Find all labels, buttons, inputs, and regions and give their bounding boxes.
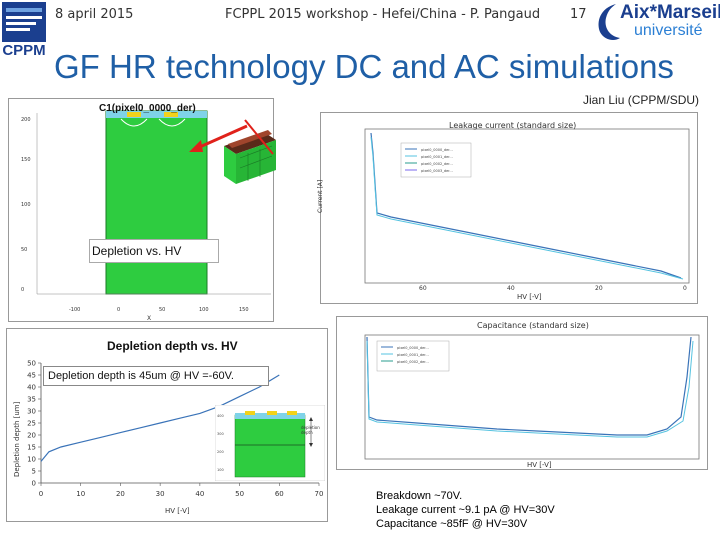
- y-tick-label: 15: [27, 444, 36, 452]
- svg-text:100: 100: [21, 202, 31, 208]
- svg-text:pixel0_0002_der...: pixel0_0002_der...: [397, 360, 429, 364]
- svg-text:-100: -100: [69, 307, 80, 313]
- depletion-ylabel: Depletion depth [um]: [13, 401, 21, 477]
- leakage-plot: pixel0_0000_der... pixel0_0001_der... pi…: [364, 128, 690, 284]
- leakage-xlabel: HV [-V]: [517, 293, 542, 301]
- y-tick-label: 50: [27, 360, 36, 368]
- header-date: 8 april 2015: [55, 7, 134, 22]
- sim-annotation: Depletion vs. HV: [89, 239, 219, 263]
- leakage-xtick-3: 0: [683, 285, 687, 292]
- leakage-title: Leakage current (standard size): [449, 121, 577, 130]
- capacitance-panel: pixel0_0000_der... pixel0_0001_der... pi…: [336, 316, 708, 470]
- depletion-panel: 0 10 20 30 40 50 60 70 0 5 10 15 20 25 30 35 40 45 50 Depl…: [6, 328, 328, 522]
- depletion-series-line: [40, 374, 280, 462]
- svg-text:150: 150: [21, 157, 31, 163]
- svg-text:200: 200: [21, 117, 31, 123]
- x-tick-label: 40: [195, 490, 204, 498]
- slide-title: GF HR technology DC and AC simulations: [54, 48, 674, 85]
- svg-text:150: 150: [239, 307, 249, 313]
- svg-text:pixel0_0001_der...: pixel0_0001_der...: [421, 155, 453, 159]
- leakage-xtick-1: 40: [507, 285, 515, 292]
- note-leakage: Leakage current ~9.1 pA @ HV=30V: [376, 504, 555, 516]
- svg-text:0: 0: [117, 307, 120, 313]
- sim-plot: 200 150 100 50 0 -100 0 50 100 150 X: [21, 110, 271, 322]
- svg-text:pixel0_0000_der...: pixel0_0000_der...: [397, 346, 429, 350]
- x-tick-label: 10: [76, 490, 85, 498]
- svg-text:400: 400: [217, 414, 224, 418]
- y-tick-label: 25: [27, 420, 36, 428]
- amu-logo-top: Aix*Marseille: [620, 2, 720, 23]
- svg-text:50: 50: [159, 307, 165, 313]
- header-page-number: 17: [570, 7, 587, 22]
- y-tick-label: 0: [32, 480, 36, 488]
- cppm-logo: [0, 0, 48, 62]
- red-arrow: [189, 119, 274, 155]
- leakage-ylabel: Current [A]: [317, 179, 324, 213]
- depletion-xlabel: HV [-V]: [165, 507, 190, 515]
- leakage-xtick-0: 60: [419, 285, 427, 292]
- svg-text:0: 0: [21, 287, 24, 293]
- leakage-panel: pixel0_0000_der... pixel0_0001_der... pi…: [317, 112, 698, 304]
- svg-text:pixel0_0002_der...: pixel0_0002_der...: [421, 162, 453, 166]
- y-tick-label: 40: [27, 384, 36, 392]
- svg-text:pixel0_0003_der...: pixel0_0003_der...: [421, 169, 453, 173]
- y-tick-label: 30: [27, 408, 36, 416]
- x-tick-label: 70: [315, 490, 324, 498]
- depletion-annotation: Depletion depth is 45um @ HV =-60V.: [43, 366, 269, 386]
- capacitance-title: Capacitance (standard size): [477, 321, 589, 330]
- depletion-inset-graphic: 400 300 200 100: [214, 404, 326, 482]
- amu-logo: Aix*Marseille université: [592, 0, 720, 46]
- svg-text:100: 100: [217, 468, 224, 472]
- depletion-chart: 0 10 20 30 40 50 60 70 0 5 10 15 20 25 30 35 40 45 50: [27, 360, 324, 499]
- cppm-logo-text: CPPM: [2, 42, 46, 59]
- note-capacitance: Capacitance ~85fF @ HV=30V: [376, 518, 528, 530]
- y-tick-label: 10: [27, 456, 36, 464]
- svg-text:200: 200: [217, 450, 224, 454]
- svg-text:pixel0_0001_der...: pixel0_0001_der...: [397, 353, 429, 357]
- x-tick-label: 30: [156, 490, 165, 498]
- pixel-chip-graphic: [224, 130, 276, 184]
- x-tick-label: 0: [39, 490, 43, 498]
- cppm-logo-graphic: [2, 2, 46, 42]
- depletion-inset-label: depletion depth: [301, 425, 320, 435]
- sim-label: C1(pixel0_0000_der): [99, 103, 196, 114]
- header-workshop: FCPPL 2015 workshop - Hefei/China - P. P…: [225, 7, 541, 22]
- x-tick-label: 60: [275, 490, 284, 498]
- note-breakdown: Breakdown ~70V.: [376, 490, 463, 502]
- y-tick-label: 45: [27, 372, 36, 380]
- capacitance-plot: pixel0_0000_der... pixel0_0001_der... pi…: [364, 334, 700, 460]
- x-tick-label: 20: [116, 490, 125, 498]
- depletion-inset: 400 300 200 100 depletion depth: [214, 404, 326, 482]
- capacitance-xlabel: HV [-V]: [527, 461, 552, 469]
- svg-text:300: 300: [217, 432, 224, 436]
- pixel-chip-image: [218, 126, 280, 188]
- y-tick-label: 35: [27, 396, 36, 404]
- author: Jian Liu (CPPM/SDU): [583, 93, 700, 107]
- depletion-title: Depletion depth vs. HV: [107, 339, 238, 353]
- y-tick-label: 20: [27, 432, 36, 440]
- svg-text:pixel0_0000_der...: pixel0_0000_der...: [421, 148, 453, 152]
- amu-logo-mark: [598, 4, 620, 40]
- y-tick-label: 5: [32, 468, 36, 476]
- svg-text:X: X: [147, 315, 151, 321]
- sim-panel: 200 150 100 50 0 -100 0 50 100 150 X C1(…: [8, 98, 274, 322]
- svg-text:100: 100: [199, 307, 209, 313]
- leakage-xtick-2: 20: [595, 285, 603, 292]
- x-tick-label: 50: [235, 490, 244, 498]
- amu-logo-bottom: université: [634, 22, 703, 39]
- svg-text:50: 50: [21, 247, 27, 253]
- notes-box: Breakdown ~70V. Leakage current ~9.1 pA …: [370, 486, 590, 538]
